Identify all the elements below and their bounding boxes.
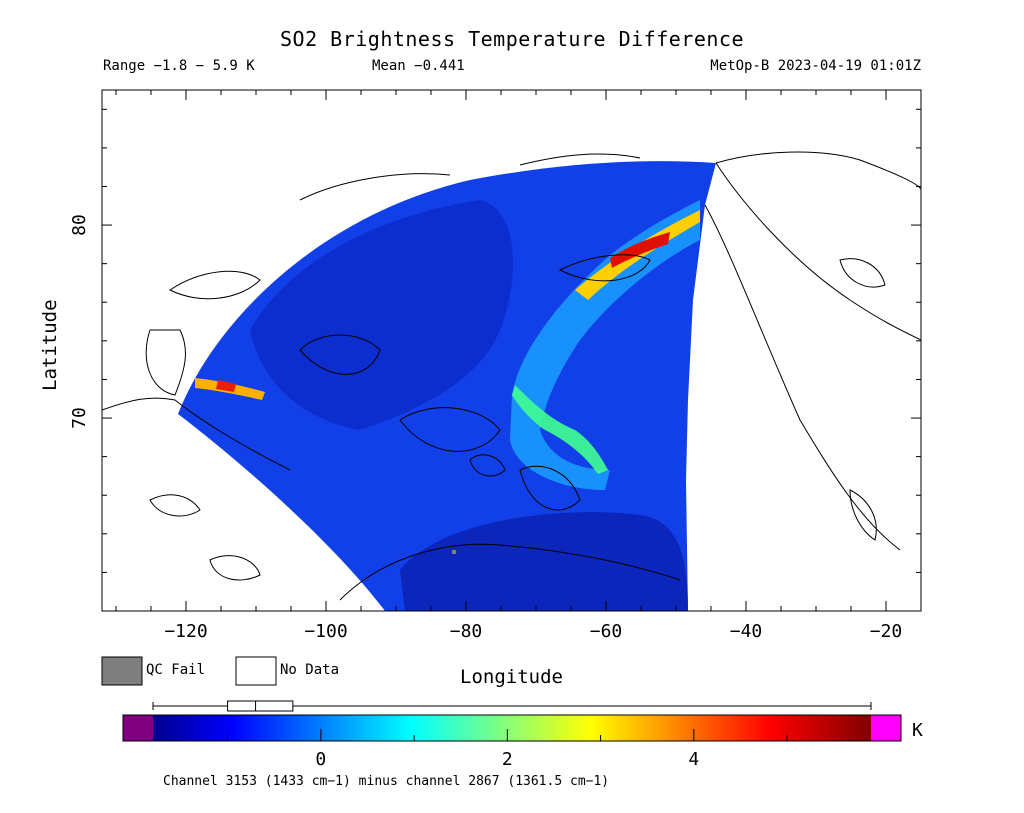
map-area xyxy=(102,90,921,611)
x-tick-label: −60 xyxy=(589,621,623,642)
x-tick-label: −120 xyxy=(164,621,208,642)
swath-dark-south xyxy=(400,512,688,611)
colorbar-tick-label: 0 xyxy=(315,749,327,770)
x-axis-label: Longitude xyxy=(460,666,563,688)
figure-title: SO2 Brightness Temperature Difference xyxy=(279,27,745,51)
distribution-box-plot xyxy=(152,700,872,712)
x-tick-label: −80 xyxy=(449,621,483,642)
map-frame xyxy=(101,89,922,612)
y-tick-label: 70 xyxy=(69,407,90,429)
so2-plume-peak xyxy=(610,232,670,268)
colorbar-over-swatch xyxy=(871,715,901,741)
colorbar-tick-label: 4 xyxy=(688,749,700,770)
range-readout: Range −1.8 − 5.9 K xyxy=(103,58,255,74)
colorbar-tick-label: 2 xyxy=(501,749,513,770)
y-tick-label: 80 xyxy=(69,214,90,236)
mean-readout: Mean −0.441 xyxy=(372,58,465,74)
colorbar-under-swatch xyxy=(123,715,153,741)
x-tick-label: −100 xyxy=(304,621,348,642)
x-axis-ticks xyxy=(115,90,922,611)
colorbar-unit: K xyxy=(912,720,923,741)
x-tick-label: −40 xyxy=(729,621,763,642)
so2-plume-west-peak xyxy=(216,380,236,392)
qc-fail-label: QC Fail xyxy=(146,662,206,678)
qc-fail-pixel xyxy=(452,550,456,554)
satellite-time-readout: MetOp-B 2023-04-19 01:01Z xyxy=(710,58,921,74)
x-tick-label: −20 xyxy=(869,621,903,642)
no-data-swatch xyxy=(235,656,277,686)
y-axis-ticks xyxy=(102,108,921,612)
colorbar-ticks xyxy=(227,729,788,741)
coastlines xyxy=(102,151,921,601)
so2-plume-lower xyxy=(512,385,608,474)
no-data-label: No Data xyxy=(280,662,340,678)
channel-caption: Channel 3153 (1433 cm−1) minus channel 2… xyxy=(163,774,610,789)
y-axis-label: Latitude xyxy=(39,299,61,391)
box-plot-box xyxy=(227,700,294,712)
qc-fail-swatch xyxy=(101,656,143,686)
colorbar-frame xyxy=(122,714,902,742)
colorbar-gradient xyxy=(153,715,871,741)
swath-dark-region xyxy=(250,200,514,430)
